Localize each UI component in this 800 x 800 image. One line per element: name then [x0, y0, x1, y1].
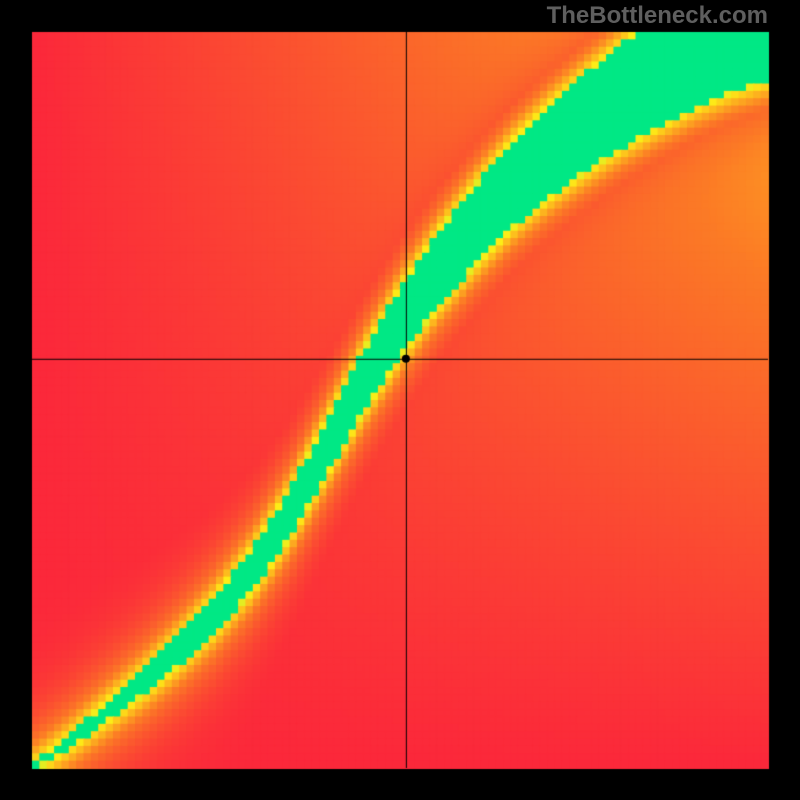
chart-container: { "watermark": { "text": "TheBottleneck.… — [0, 0, 800, 800]
heatmap-canvas — [0, 0, 800, 800]
watermark-text: TheBottleneck.com — [547, 2, 768, 30]
